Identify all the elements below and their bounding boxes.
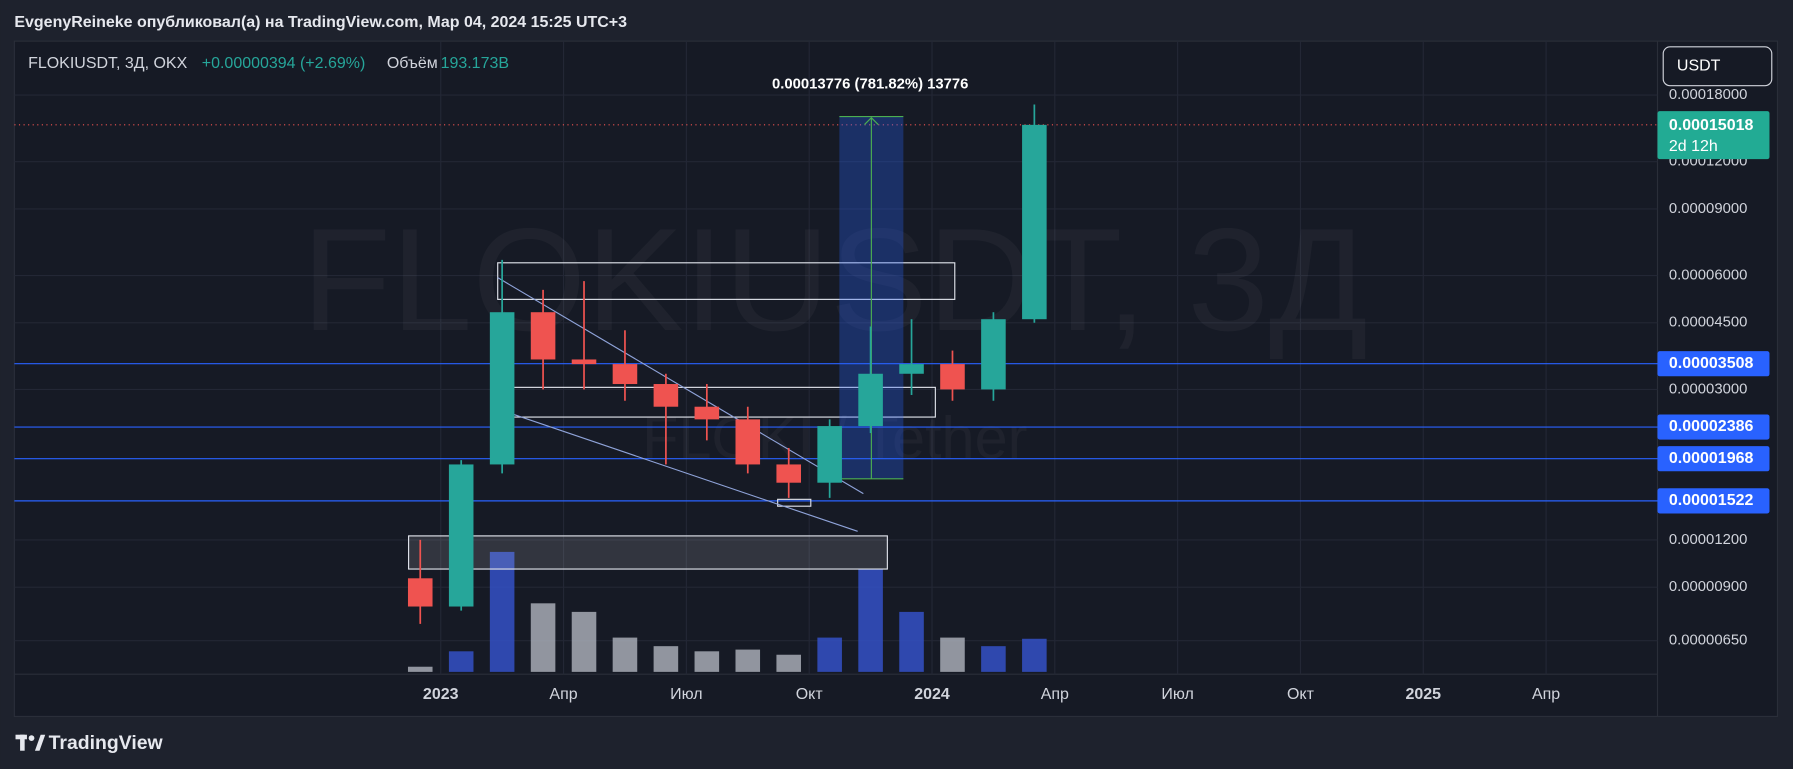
candle-body (858, 373, 883, 427)
y-tick-label: 0.00000650 (1669, 633, 1747, 649)
y-tick-label: 0.00009000 (1669, 201, 1747, 217)
logo-part (28, 735, 35, 742)
x-tick-label: Апр (1532, 686, 1560, 703)
level-tag (1657, 488, 1770, 514)
volume-bar (489, 551, 515, 672)
candles (407, 104, 1047, 624)
volume-bar (448, 651, 474, 672)
zone-box (777, 498, 812, 507)
y-tick-label: 0.00018000 (1669, 87, 1747, 103)
publisher-line: EvgenyReineke опубликовал(а) на TradingV… (14, 14, 627, 31)
zone-box (408, 535, 888, 570)
trend-line (504, 410, 858, 532)
level-tag-label: 0.00001968 (1669, 450, 1754, 467)
volume-pane (407, 551, 1047, 672)
volume-bar (407, 666, 433, 672)
logo-part (34, 734, 46, 751)
level-tag-label: 0.00003508 (1669, 355, 1754, 372)
symbol-info: FLOKIUSDT, 3Д, OKX (28, 55, 188, 72)
candle-body (981, 319, 1006, 390)
volume-bar (694, 651, 720, 672)
last-price-label: 0.00015018 (1669, 117, 1754, 134)
y-tick-label: 0.00001200 (1669, 532, 1747, 548)
candle-body (448, 464, 474, 607)
grid (14, 41, 1658, 675)
level-tag (1657, 446, 1770, 472)
volume-title: Объём (387, 55, 438, 72)
volume-bar (735, 649, 761, 672)
last-price-tag (1657, 111, 1770, 160)
candle-body (571, 359, 597, 365)
brand-logo (15, 734, 46, 751)
level-tag-label: 0.00001522 (1669, 492, 1754, 509)
trend-line (497, 277, 864, 495)
x-tick-label: 2023 (423, 686, 459, 703)
price-change: +0.00000394 (+2.69%) (202, 55, 366, 72)
logo-part (20, 734, 25, 751)
brand-name: TradingView (49, 732, 164, 754)
volume-bar (817, 637, 842, 672)
x-tick-label: 2024 (914, 686, 950, 703)
volume-bar (571, 611, 597, 672)
candle-body (735, 419, 761, 465)
volume-bar (776, 654, 801, 672)
x-tick-label: Июл (1161, 686, 1193, 703)
watermark: FLOKIUSDT, 3Д FLOKI / Tether (302, 198, 1368, 471)
level-tag (1657, 414, 1770, 440)
watermark-symbol: FLOKIUSDT, 3Д (302, 198, 1368, 361)
candle-body (612, 364, 638, 385)
x-tick-label: Апр (1041, 686, 1069, 703)
volume-bar (858, 569, 883, 672)
x-tick-label: Июл (670, 686, 702, 703)
volume-bar (899, 611, 924, 672)
candle-body (653, 384, 679, 407)
measure-arrow-head (864, 116, 879, 125)
candle-body (530, 312, 556, 360)
x-tick-label: Апр (549, 686, 577, 703)
x-tick-label: Окт (1287, 686, 1315, 703)
volume-bar (1022, 638, 1047, 672)
volume-bar (940, 637, 965, 672)
candle-body (817, 426, 842, 483)
candle-body (1022, 124, 1047, 320)
y-tick-label: 0.00003000 (1669, 381, 1747, 397)
axes: 0.000180000.000120000.000090000.00006000… (423, 87, 1770, 703)
chart-panel (13, 40, 1779, 718)
volume-value: 193.173B (441, 55, 509, 72)
level-tag-label: 0.00002386 (1669, 418, 1754, 435)
volume-bar (612, 637, 638, 672)
volume-bar (653, 646, 679, 672)
y-tick-label: 0.00006000 (1669, 267, 1747, 283)
currency-label[interactable]: USDT (1677, 57, 1721, 74)
candle-body (489, 312, 515, 465)
candle-body (407, 578, 433, 607)
countdown-label: 2d 12h (1669, 138, 1718, 155)
candle-body (899, 364, 924, 374)
volume-bar (530, 603, 556, 672)
level-tag (1657, 351, 1770, 377)
measure-label: 0.00013776 (781.82%) 13776 (772, 76, 968, 92)
volume-bar (981, 646, 1006, 672)
y-tick-label: 0.00004500 (1669, 315, 1747, 331)
candle-body (694, 406, 720, 420)
candle-body (776, 464, 801, 483)
x-tick-label: Окт (796, 686, 824, 703)
zone-box (497, 262, 956, 300)
y-tick-label: 0.00000900 (1669, 579, 1747, 595)
x-tick-label: 2025 (1406, 686, 1442, 703)
candle-body (940, 364, 965, 390)
currency-button[interactable] (1662, 46, 1773, 87)
